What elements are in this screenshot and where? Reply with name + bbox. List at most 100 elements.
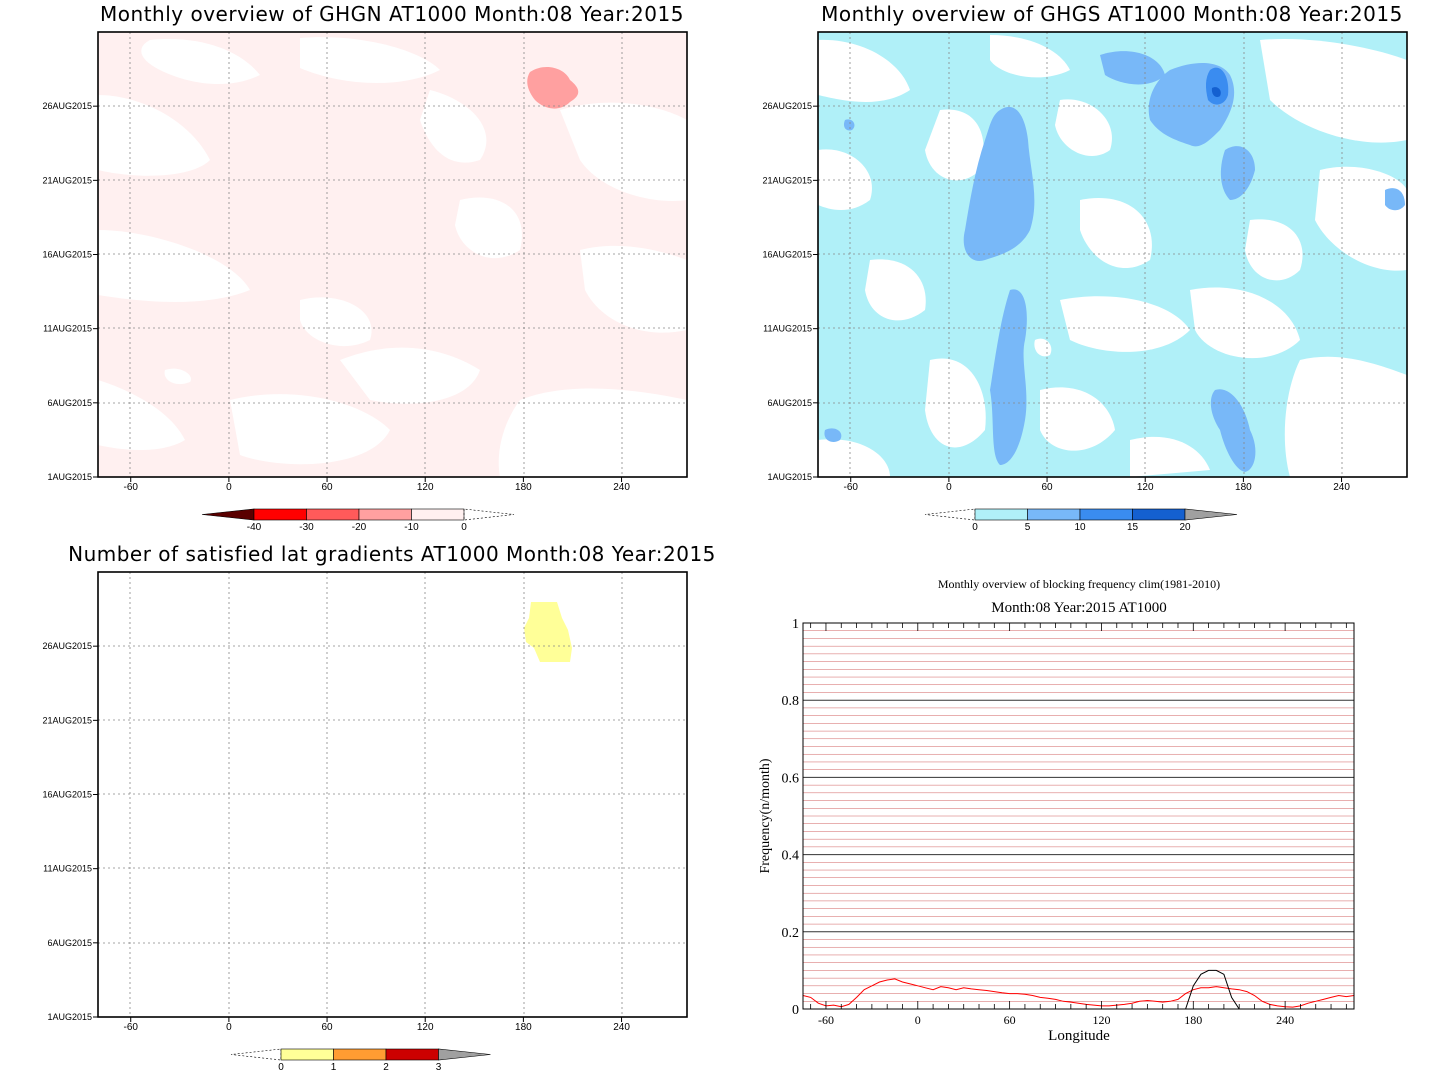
x-tick-label: 120	[417, 1022, 434, 1033]
panel-lat-gradients: Number of satisfied lat gradients AT1000…	[42, 542, 715, 1073]
y-tick-label: 6AUG2015	[767, 398, 812, 408]
y-tick-label: 16AUG2015	[42, 250, 92, 260]
x-tick-label: 240	[613, 482, 630, 493]
x-tick-label: 0	[226, 1022, 232, 1033]
x-axis-label: Longitude	[1048, 1028, 1110, 1044]
colorbar-segment	[385, 1048, 439, 1061]
panel-ghgs-title: Monthly overview of GHGS AT1000 Month:08…	[821, 2, 1403, 26]
colorbar-label: -10	[404, 522, 419, 533]
colorbar-segment	[333, 1048, 387, 1061]
lat-axes: -60 0 60 120 180 240 1AUG2015 6AUG2015 11AUG2015…	[42, 641, 630, 1033]
panel-lat-title: Number of satisfied lat gradients AT1000…	[68, 542, 716, 566]
y-tick-label: 1AUG2015	[767, 472, 812, 482]
x-tick-label: 0	[915, 1013, 921, 1027]
ghgs-colorbar: 0 5 10 15 20	[924, 508, 1238, 533]
x-tick-label: 60	[321, 482, 333, 493]
colorbar-upper-arrow	[438, 1048, 491, 1061]
x-tick-label: 180	[515, 482, 532, 493]
ghgn-axes: -60 0 60 120 180 240 1AUG2015 6AUG2015 11AUG2015…	[42, 101, 630, 493]
colorbar-segment	[280, 1048, 334, 1061]
chart-frame	[802, 622, 1355, 1010]
y-tick-label: 6AUG2015	[47, 938, 92, 948]
ghgs-field	[818, 32, 1407, 477]
ghgn-colorbar: -40 -30 -20 -10 0	[201, 508, 515, 533]
x-tick-label: -60	[843, 482, 858, 493]
chart-gridlines	[803, 630, 1354, 1002]
y-tick-label: 16AUG2015	[42, 790, 92, 800]
y-tick-label: 1AUG2015	[47, 472, 92, 482]
y-tick-label: 21AUG2015	[762, 175, 812, 185]
x-tick-label: 120	[417, 482, 434, 493]
series-line	[803, 978, 1354, 1008]
x-tick-label: 0	[226, 482, 232, 493]
panel-blocking-frequency: Monthly overview of blocking frequency c…	[758, 577, 1355, 1044]
y-axis-label: Frequency(n/month)	[758, 758, 773, 873]
colorbar-segment	[306, 508, 360, 521]
y-tick-label: 0.6	[782, 771, 800, 786]
colorbar-segment	[974, 508, 1028, 521]
y-tick-label: 1AUG2015	[47, 1012, 92, 1022]
y-tick-label: 0.4	[782, 849, 800, 864]
x-tick-label: 60	[321, 1022, 333, 1033]
x-tick-label: 180	[1184, 1013, 1202, 1027]
chart-axes: -60 0 60 120 180 240 0 0.2 0.4 0.6 0.8 1	[782, 617, 1347, 1027]
x-tick-label: 120	[1137, 482, 1154, 493]
colorbar-lower-arrow	[201, 508, 255, 521]
y-tick-label: 11AUG2015	[43, 324, 92, 334]
y-tick-label: 21AUG2015	[42, 175, 92, 185]
series-line	[1185, 969, 1240, 1009]
y-tick-label: 26AUG2015	[762, 101, 812, 111]
x-tick-label: -60	[123, 482, 138, 493]
colorbar-label: 5	[1025, 522, 1031, 533]
colorbar-segment	[1027, 508, 1081, 521]
x-tick-label: 60	[1041, 482, 1053, 493]
colorbar-label: -20	[352, 522, 367, 533]
y-tick-label: 0.8	[782, 694, 800, 709]
y-tick-label: 16AUG2015	[762, 250, 812, 260]
colorbar-label: 0	[278, 1062, 284, 1073]
y-tick-label: 6AUG2015	[47, 398, 92, 408]
y-tick-label: 0.2	[782, 926, 800, 941]
lat-colorbar: 0 1 2 3	[230, 1048, 491, 1073]
colorbar-label: 10	[1074, 522, 1086, 533]
chart-title: Monthly overview of blocking frequency c…	[938, 577, 1220, 591]
x-tick-label: 240	[1276, 1013, 1294, 1027]
colorbar-label: -30	[299, 522, 314, 533]
chart-subtitle: Month:08 Year:2015 AT1000	[991, 600, 1166, 616]
colorbar-segment	[358, 508, 412, 521]
y-tick-label: 11AUG2015	[43, 864, 92, 874]
colorbar-lower-arrow	[924, 508, 976, 521]
lat-field	[98, 572, 687, 1017]
colorbar-upper-arrow	[1184, 508, 1238, 521]
colorbar-label: 2	[383, 1062, 389, 1073]
colorbar-label: 0	[972, 522, 978, 533]
ghgn-field	[98, 32, 687, 477]
x-tick-label: 180	[515, 1022, 532, 1033]
colorbar-label: 20	[1179, 522, 1191, 533]
x-tick-label: 120	[1092, 1013, 1110, 1027]
colorbar-label: 1	[331, 1062, 337, 1073]
x-tick-label: -60	[818, 1013, 834, 1027]
panel-ghgn-title: Monthly overview of GHGN AT1000 Month:08…	[100, 2, 684, 26]
colorbar-upper-arrow	[463, 508, 515, 521]
x-tick-label: 180	[1235, 482, 1252, 493]
colorbar-label: 3	[436, 1062, 442, 1073]
y-tick-label: 26AUG2015	[42, 641, 92, 651]
x-tick-label: -60	[123, 1022, 138, 1033]
x-tick-label: 60	[1004, 1013, 1016, 1027]
x-tick-label: 240	[613, 1022, 630, 1033]
x-tick-label: 240	[1333, 482, 1350, 493]
panel-ghgs: Monthly overview of GHGS AT1000 Month:08…	[762, 2, 1408, 533]
y-tick-label: 21AUG2015	[42, 715, 92, 725]
colorbar-label: -40	[247, 522, 262, 533]
ghgs-axes: -60 0 60 120 180 240 1AUG2015 6AUG2015 11AUG2015…	[762, 101, 1350, 493]
x-tick-label: 0	[946, 482, 952, 493]
colorbar-label: 0	[461, 522, 467, 533]
y-tick-label: 11AUG2015	[763, 324, 812, 334]
colorbar-segment	[253, 508, 307, 521]
colorbar-label: 15	[1127, 522, 1139, 533]
colorbar-lower-arrow	[230, 1048, 282, 1061]
y-tick-label: 0	[792, 1003, 799, 1018]
colorbar-segment	[1132, 508, 1186, 521]
